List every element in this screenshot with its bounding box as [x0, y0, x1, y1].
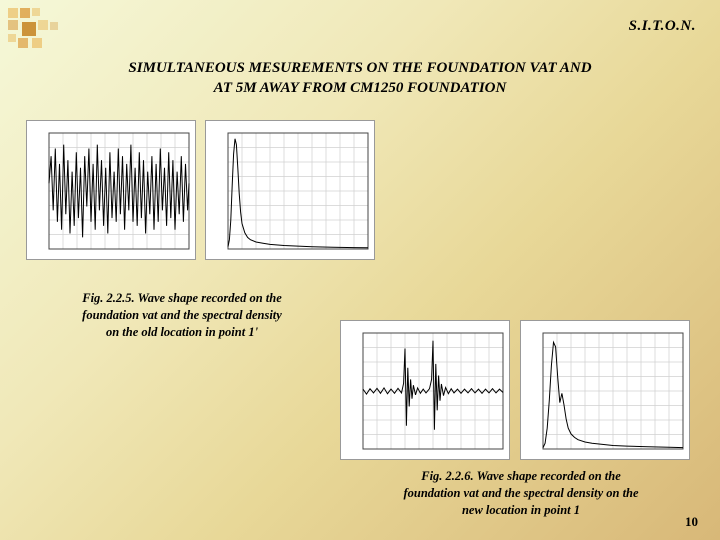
chart-wave-old: [26, 120, 196, 260]
page-number: 10: [685, 514, 698, 530]
caption2-l3: new location in point 1: [462, 503, 580, 517]
title-line-1: SIMULTANEOUS MESUREMENTS ON THE FOUNDATI…: [128, 60, 591, 76]
page-title: SIMULTANEOUS MESUREMENTS ON THE FOUNDATI…: [50, 58, 670, 99]
org-label: S.I.T.O.N.: [629, 18, 696, 35]
chart-spectral-old: [205, 120, 375, 260]
caption1-l3: on the old location in point 1': [106, 325, 258, 339]
caption1-l2: foundation vat and the spectral density: [82, 308, 282, 322]
chart-wave-new: [340, 320, 510, 460]
title-line-2: AT 5M AWAY FROM CM1250 FOUNDATION: [214, 80, 507, 96]
caption1-l1: Fig. 2.2.5. Wave shape recorded on the: [82, 291, 282, 305]
chart-spectral-new: [520, 320, 690, 460]
caption2-l1: Fig. 2.2.6. Wave shape recorded on the: [421, 469, 621, 483]
corner-decoration: [8, 8, 68, 56]
caption-1: Fig. 2.2.5. Wave shape recorded on the f…: [42, 290, 322, 341]
caption-2: Fig. 2.2.6. Wave shape recorded on the f…: [366, 468, 676, 519]
caption2-l2: foundation vat and the spectral density …: [403, 486, 638, 500]
